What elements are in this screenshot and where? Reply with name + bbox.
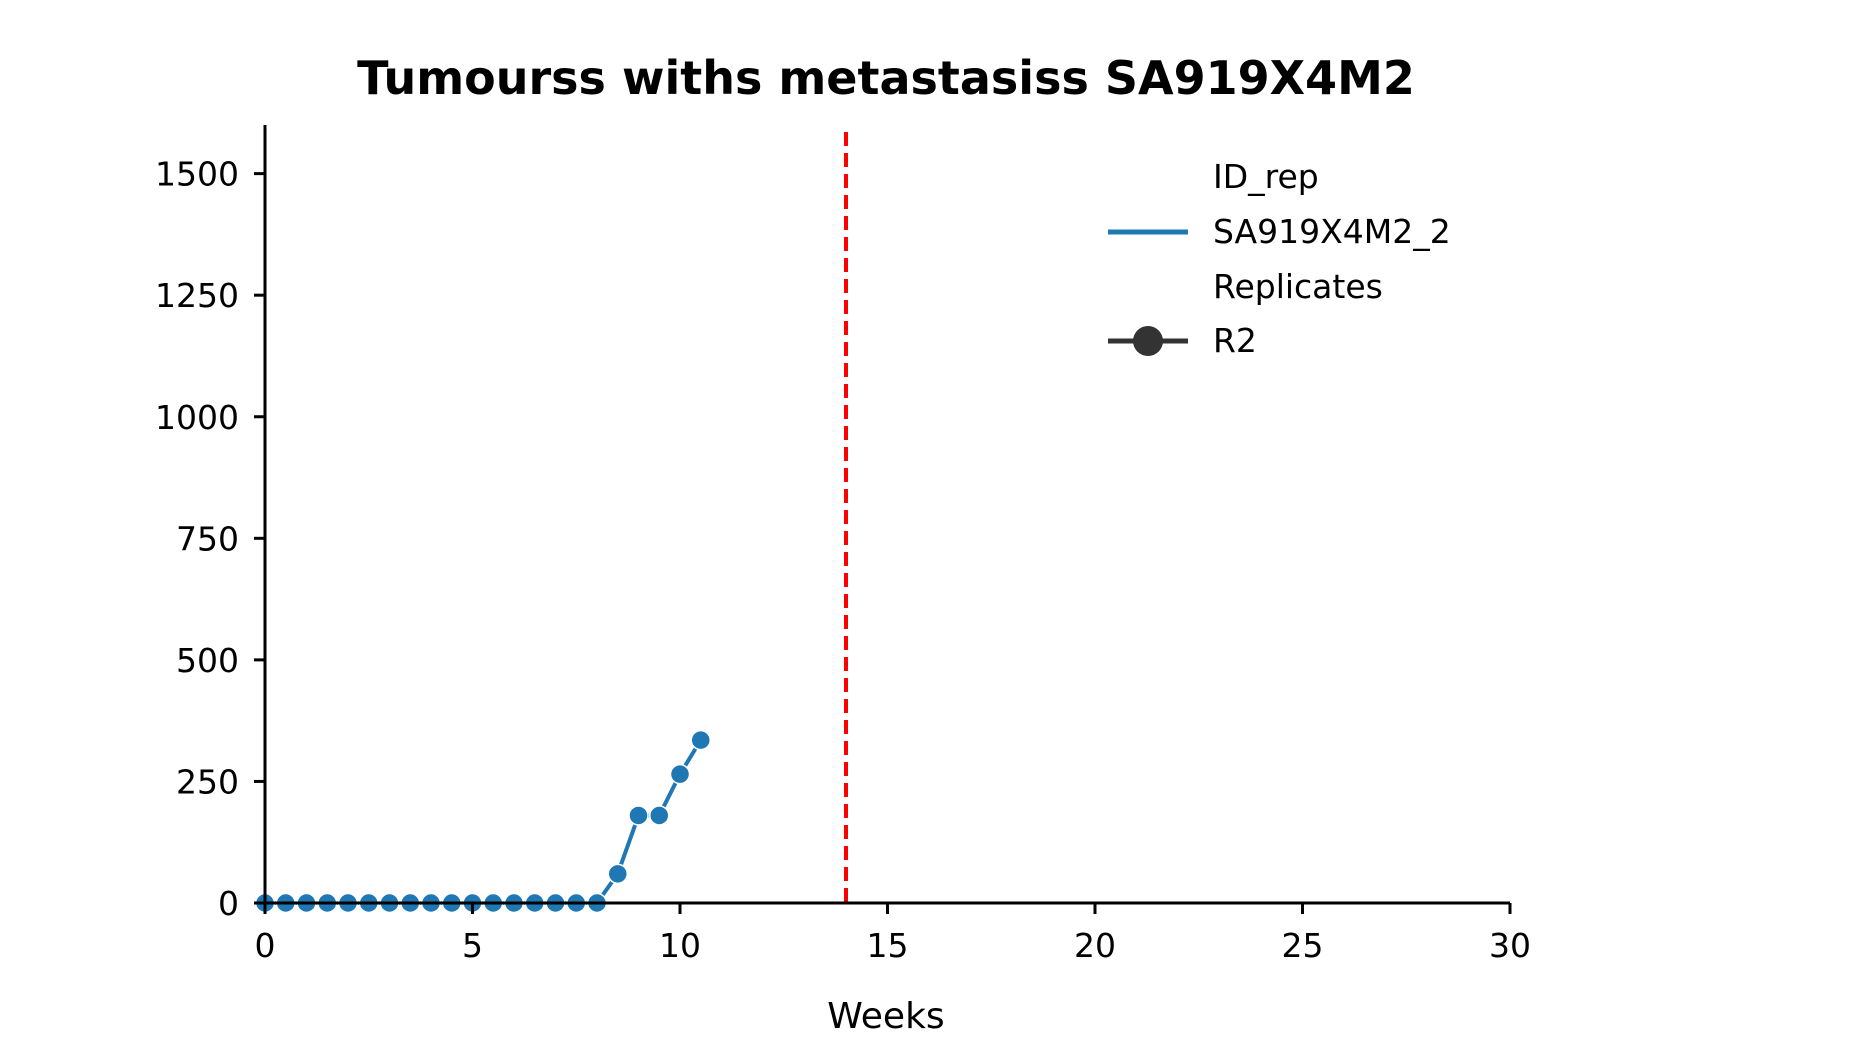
data-point [607,863,628,885]
legend-replicate-label: R2 [1213,321,1257,360]
y-tick-label: 1250 [155,276,239,315]
legend: ID_rep SA919X4M2_2 Replicates R2 [1108,157,1451,360]
legend-series-label: SA919X4M2_2 [1213,212,1451,251]
data-point [690,729,711,751]
legend-style-title: Replicates [1213,267,1383,306]
x-tick-label: 25 [1282,926,1324,965]
data-point [649,805,670,826]
y-tick-label: 1000 [155,398,239,437]
x-axis-title: Weeks [827,996,944,1037]
data-point [628,805,649,826]
x-tick-label: 5 [462,926,483,965]
data-point [669,763,691,785]
x-tick-label: 15 [867,926,909,965]
chart-title: Tumourss withs metastasiss SA919X4M2 [357,51,1415,105]
ticks-layer: 0 5 10 15 20 25 30 0 250 500 750 1000 1250 1500 [155,155,1531,965]
x-tick-label: 20 [1074,926,1116,965]
legend-replicate-marker [1133,326,1163,356]
y-tick-label: 1500 [155,155,239,194]
y-tick-label: 500 [176,641,239,680]
y-tick-label: 250 [176,762,239,801]
series-layer [254,729,711,914]
x-tick-label: 10 [659,926,701,965]
x-tick-label: 30 [1489,926,1531,965]
y-tick-label: 0 [218,884,239,923]
x-tick-label: 0 [255,926,276,965]
legend-hue-title: ID_rep [1213,157,1319,196]
y-tick-label: 750 [176,519,239,558]
